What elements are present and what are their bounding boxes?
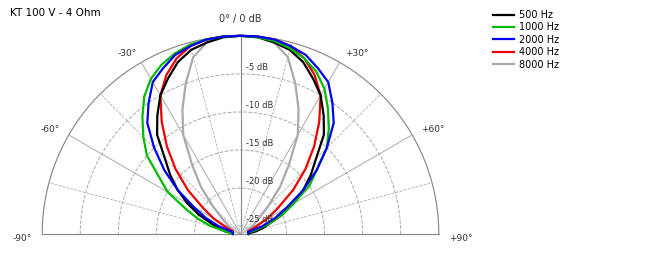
Text: -15 dB: -15 dB <box>246 139 274 148</box>
Text: -25 dB: -25 dB <box>246 215 274 224</box>
Text: +90°: +90° <box>448 234 472 243</box>
Legend: 500 Hz, 1000 Hz, 2000 Hz, 4000 Hz, 8000 Hz: 500 Hz, 1000 Hz, 2000 Hz, 4000 Hz, 8000 … <box>489 6 563 73</box>
Text: -90°: -90° <box>13 234 32 243</box>
Text: -60°: -60° <box>41 125 60 134</box>
Text: 0° / 0 dB: 0° / 0 dB <box>219 14 262 24</box>
Text: -20 dB: -20 dB <box>246 177 274 186</box>
Text: +30°: +30° <box>344 49 368 58</box>
Text: +60°: +60° <box>421 125 445 134</box>
Text: -5 dB: -5 dB <box>246 63 268 72</box>
Text: KT 100 V - 4 Ohm: KT 100 V - 4 Ohm <box>10 8 101 18</box>
Text: -10 dB: -10 dB <box>246 101 274 110</box>
Text: -30°: -30° <box>117 49 136 58</box>
